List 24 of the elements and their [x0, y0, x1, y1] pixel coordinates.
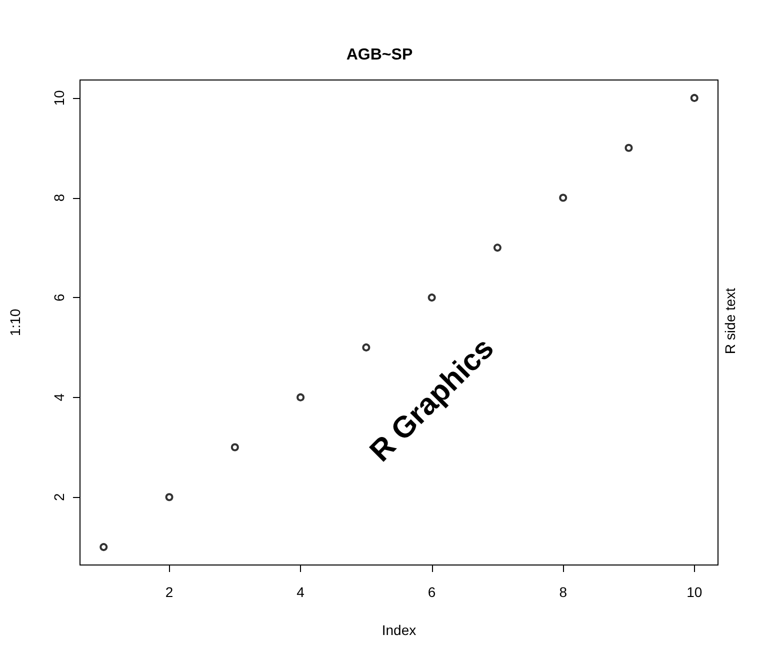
point [690, 94, 698, 102]
point [165, 493, 174, 502]
x-tick-label: 6 [428, 584, 436, 600]
y-tick-label: 8 [51, 194, 67, 202]
text: R side text [722, 288, 738, 354]
y-tick-label: 4 [51, 393, 67, 402]
point [362, 343, 370, 352]
point [428, 294, 436, 302]
point [559, 194, 568, 202]
y-tick-label: 2 [51, 493, 67, 502]
x-tick-label: 10 [686, 584, 702, 600]
x-tick-label: 4 [296, 584, 305, 600]
y-axis-title: 1:10 [7, 308, 23, 336]
point [100, 543, 108, 552]
y-tick-label: 10 [51, 90, 67, 106]
point [296, 393, 305, 402]
x-tick-label: 2 [165, 584, 174, 600]
x-axis-title: Index [382, 622, 416, 638]
point [230, 443, 239, 452]
chart-title: AGB~SP [346, 46, 413, 64]
point [624, 144, 633, 152]
y-tick-label: 6 [51, 293, 67, 302]
point [493, 244, 502, 252]
x-tick-label: 8 [559, 584, 568, 600]
